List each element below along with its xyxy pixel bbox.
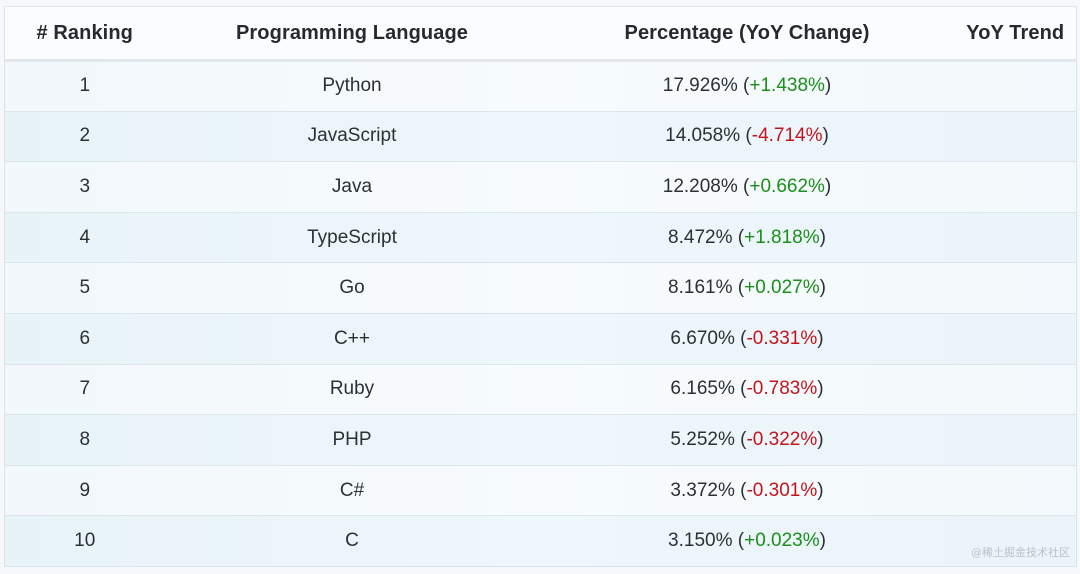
percentage-cell: 8.472% (+1.818%) [540, 212, 955, 263]
yoy-change-value: -0.301% [746, 479, 818, 501]
paren-open: ( [734, 428, 747, 450]
paren-close: ) [817, 428, 824, 450]
language-cell: Python [322, 75, 382, 97]
percentage-cell: 5.252% (-0.322%) [540, 415, 955, 466]
language-cell: C# [339, 479, 365, 501]
paren-close: ) [824, 175, 832, 197]
paren-close: ) [819, 226, 826, 248]
header-row: # Ranking Programming Language Percentag… [4, 6, 1077, 61]
percentage-cell: 6.165% (-0.783%) [540, 364, 955, 415]
yoy-change-value: +0.023% [744, 530, 820, 552]
yoy-change-value: +1.818% [744, 226, 820, 248]
percentage-cell: 17.926% (+1.438%) [540, 61, 955, 112]
table-row: 1 Python 17.926% (+1.438%) [4, 60, 1077, 112]
rank-cell: 3 [79, 175, 91, 197]
language-cell: TypeScript [307, 226, 397, 248]
table-row: 3 Java 12.208% (+0.662%) [4, 161, 1077, 213]
rank-cell: 1 [79, 75, 91, 97]
language-cell: Ruby [329, 378, 375, 400]
paren-open: ( [734, 479, 747, 501]
language-cell: JavaScript [307, 125, 397, 147]
yoy-change-value: -0.331% [746, 327, 818, 349]
paren-open: ( [737, 75, 750, 97]
table-row: 4 TypeScript 8.472% (+1.818%) [4, 212, 1077, 263]
paren-close: ) [817, 327, 824, 349]
table-row: 6 C++ 6.670% (-0.331%) [4, 313, 1077, 365]
yoy-change-value: +1.438% [749, 75, 825, 97]
percentage-value: 3.372% [670, 479, 735, 501]
rank-cell: 7 [79, 378, 91, 400]
rank-cell: 4 [79, 226, 91, 248]
trend-cell [955, 111, 1077, 162]
language-cell: Java [331, 175, 373, 197]
table-row: 10 C 3.150% (+0.023%) [4, 515, 1077, 567]
yoy-change-value: +0.027% [744, 277, 820, 299]
percentage-value: 6.165% [670, 378, 735, 400]
percentage-value: 3.150% [668, 530, 733, 552]
rank-cell: 10 [74, 530, 96, 552]
rank-cell: 6 [79, 327, 91, 349]
table-row: 2 JavaScript 14.058% (-4.714%) [4, 111, 1077, 162]
table-row: 7 Ruby 6.165% (-0.783%) [4, 364, 1077, 415]
percentage-cell: 6.670% (-0.331%) [540, 313, 955, 364]
paren-open: ( [740, 125, 752, 147]
paren-open: ( [737, 175, 750, 197]
language-cell: PHP [332, 428, 372, 450]
trend-cell [955, 162, 1077, 213]
percentage-value: 5.252% [670, 428, 735, 450]
language-cell: C++ [334, 327, 370, 349]
trend-cell [955, 212, 1077, 263]
trend-cell [955, 364, 1077, 415]
trend-cell [955, 415, 1077, 466]
percentage-value: 8.472% [668, 226, 733, 248]
percentage-cell: 3.372% (-0.301%) [540, 465, 955, 516]
paren-open: ( [732, 226, 745, 248]
header-ranking: # Ranking [36, 21, 133, 44]
percentage-cell: 14.058% (-4.714%) [540, 111, 955, 162]
percentage-cell: 12.208% (+0.662%) [540, 162, 955, 213]
table-row: 5 Go 8.161% (+0.027%) [4, 262, 1077, 314]
rank-cell: 8 [79, 428, 91, 450]
rank-cell: 9 [79, 479, 91, 501]
trend-cell [955, 61, 1077, 112]
paren-close: ) [819, 277, 826, 299]
paren-close: ) [819, 530, 826, 552]
rank-cell: 2 [79, 125, 91, 147]
yoy-change-value: -0.322% [746, 428, 818, 450]
paren-open: ( [734, 378, 747, 400]
table-row: 9 C# 3.372% (-0.301%) [4, 465, 1077, 516]
watermark: @稀土掘金技术社区 [971, 546, 1070, 559]
percentage-value: 6.670% [670, 327, 735, 349]
header-trend: YoY Trend [966, 21, 1065, 44]
percentage-value: 8.161% [668, 277, 733, 299]
paren-close: ) [817, 479, 824, 501]
percentage-cell: 3.150% (+0.023%) [540, 516, 955, 567]
table-row: 8 PHP 5.252% (-0.322%) [4, 414, 1077, 466]
paren-open: ( [732, 277, 745, 299]
percentage-cell: 8.161% (+0.027%) [540, 263, 955, 314]
paren-close: ) [822, 125, 829, 147]
table-body: 1 Python 17.926% (+1.438%) 2 JavaScript 14.05… [4, 60, 1077, 567]
paren-open: ( [734, 327, 747, 349]
percentage-value: 17.926% [662, 75, 738, 97]
table-header: # Ranking Programming Language Percentag… [4, 6, 1077, 61]
language-cell: C [345, 530, 359, 552]
percentage-value: 14.058% [665, 125, 741, 147]
trend-cell [955, 465, 1077, 516]
rank-cell: 5 [79, 277, 91, 299]
paren-close: ) [824, 75, 832, 97]
percentage-value: 12.208% [662, 175, 738, 197]
yoy-change-value: -0.783% [746, 378, 818, 400]
yoy-change-value: +0.662% [749, 175, 825, 197]
trend-cell [955, 313, 1077, 364]
language-cell: Go [339, 277, 365, 299]
ranking-table: # Ranking Programming Language Percentag… [4, 6, 1077, 567]
yoy-change-value: -4.714% [751, 125, 823, 147]
paren-open: ( [732, 530, 745, 552]
header-percentage: Percentage (YoY Change) [624, 21, 870, 44]
header-language: Programming Language [235, 21, 469, 44]
paren-close: ) [817, 378, 824, 400]
trend-cell [955, 263, 1077, 314]
